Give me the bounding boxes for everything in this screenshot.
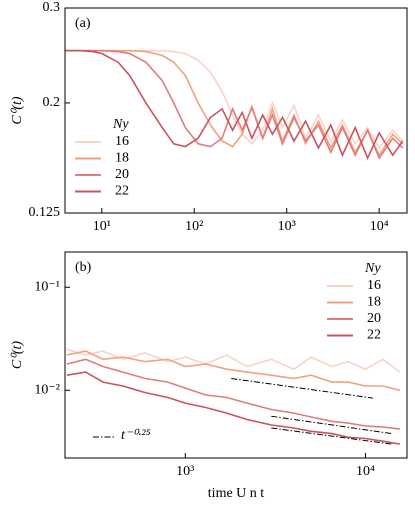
y-tick-label: 0.2 (43, 95, 61, 110)
legend-label: 22 (115, 184, 129, 199)
legend-label: 18 (367, 295, 381, 310)
legend-label: 18 (115, 151, 129, 166)
plot-frame (64, 251, 408, 459)
legend-label: 20 (115, 167, 129, 182)
guide-legend-label: t⁻⁰·²⁵ (121, 428, 151, 443)
series-line (66, 371, 400, 445)
legend-title: Ny (112, 117, 129, 132)
plot-frame (64, 7, 408, 214)
guide-line (271, 415, 392, 435)
series-line (65, 49, 404, 160)
x-tick-label: 10¹ (93, 219, 111, 234)
legend-label: 22 (367, 328, 381, 343)
y-axis-label: C⁰(t) (10, 341, 25, 370)
y-tick-label: 0.3 (43, 0, 61, 15)
y-tick-label: 0.125 (29, 205, 61, 220)
series-line (66, 358, 400, 430)
series-line (66, 350, 400, 392)
legend-title: Ny (364, 261, 381, 276)
guide-line (231, 378, 373, 399)
x-tick-label: 10⁴ (356, 464, 375, 479)
guide-line (271, 427, 392, 445)
series-line (65, 49, 404, 157)
x-tick-label: 10³ (176, 464, 194, 479)
x-tick-label: 10⁴ (370, 219, 389, 234)
panel-label: (a) (75, 16, 91, 31)
panel-label: (b) (75, 260, 92, 275)
y-tick-label: 10⁻² (34, 382, 60, 397)
y-axis-label: C⁰(t) (10, 96, 25, 125)
legend-label: 16 (115, 134, 129, 149)
series-line (65, 49, 404, 161)
y-tick-label: 10⁻¹ (34, 279, 60, 294)
x-axis-label: time U n t (208, 486, 264, 501)
x-tick-label: 10³ (278, 219, 296, 234)
legend-label: 20 (367, 311, 381, 326)
legend-label: 16 (367, 278, 381, 293)
series-line (66, 348, 401, 373)
x-tick-label: 10² (185, 219, 203, 234)
